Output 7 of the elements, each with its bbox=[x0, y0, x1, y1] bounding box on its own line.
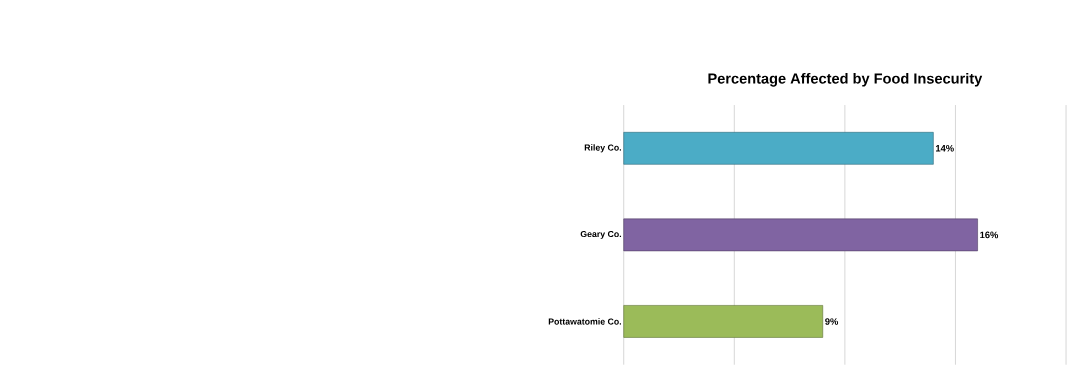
y-tick-label: Geary Co. bbox=[580, 231, 622, 239]
data-label: 9% bbox=[825, 318, 839, 325]
chart-title: Percentage Affected by Food Insecurity bbox=[708, 73, 983, 87]
y-tick-label: Pottawatomie Co. bbox=[548, 318, 622, 325]
data-label: 16% bbox=[980, 231, 999, 239]
y-tick-label: Riley Co. bbox=[584, 144, 622, 153]
data-label: 14% bbox=[936, 145, 954, 152]
